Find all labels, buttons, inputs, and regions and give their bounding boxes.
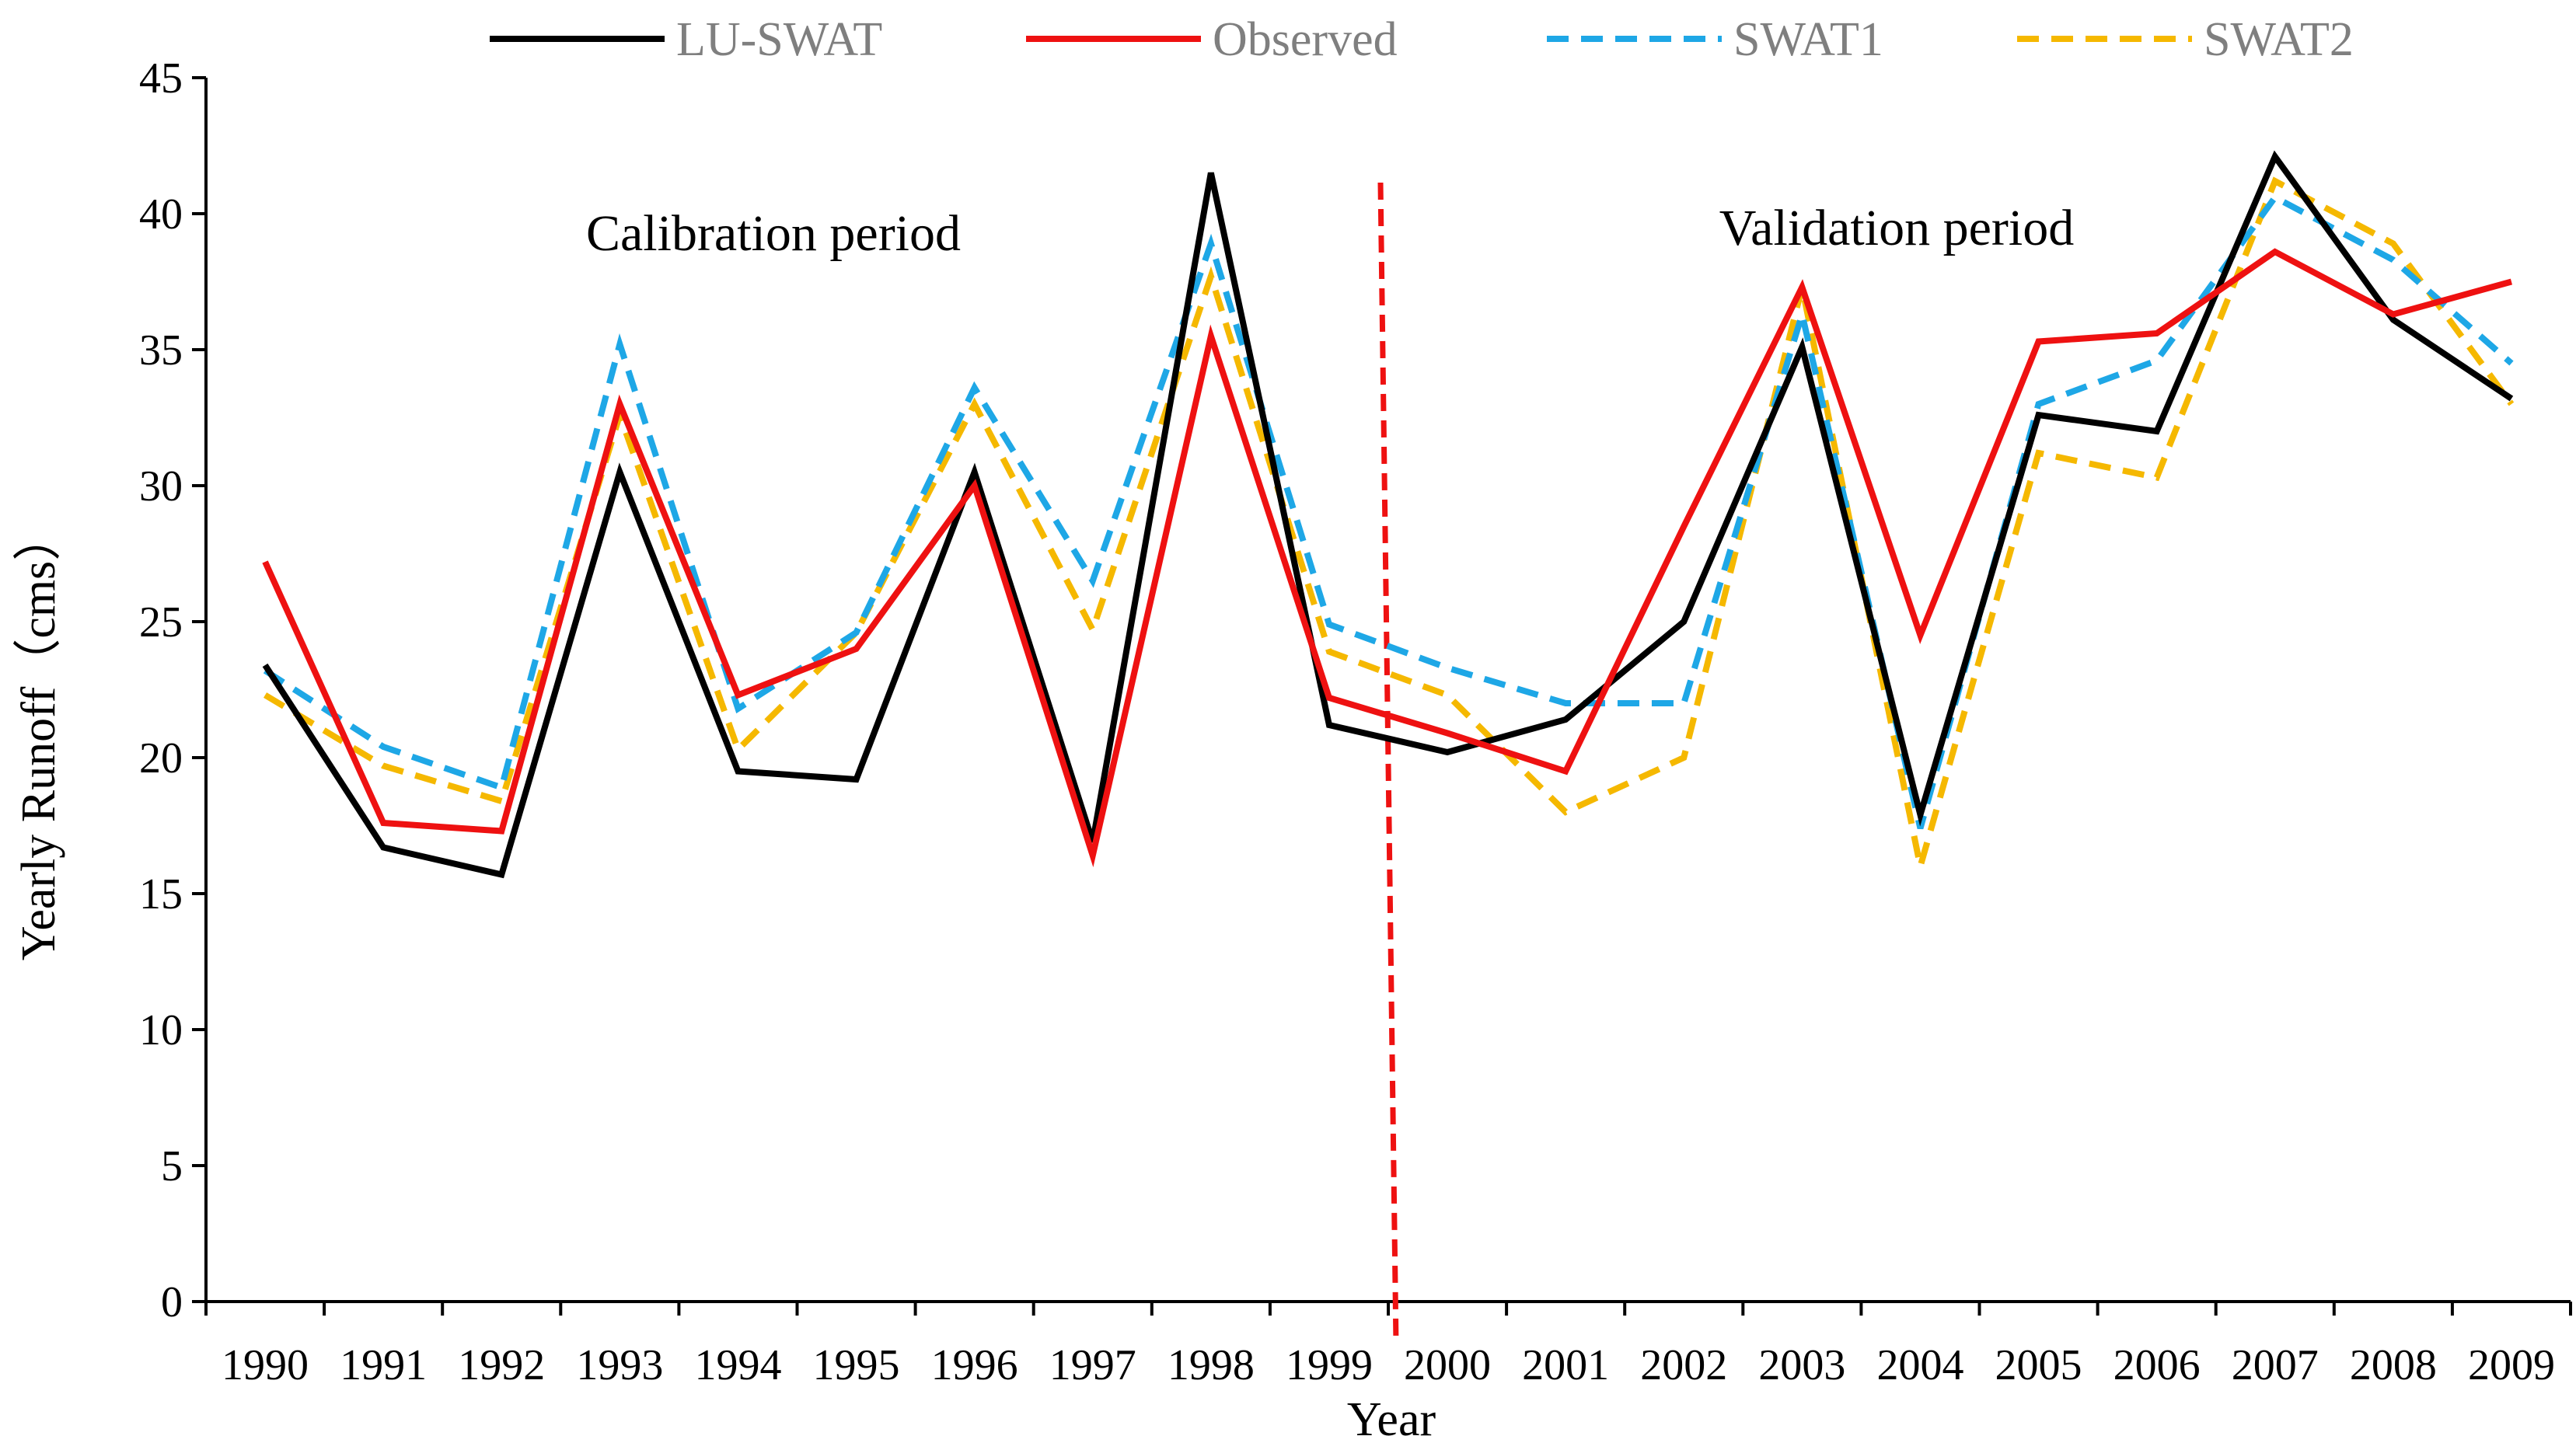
series-line-swat1 — [263, 193, 2514, 830]
series-line-lu-swat — [262, 150, 2514, 879]
x-tick-label-2008: 2008 — [2350, 1341, 2437, 1389]
y-tick-label-40: 40 — [139, 190, 183, 239]
x-tick-label-1991: 1991 — [340, 1341, 427, 1389]
y-tick-label-5: 5 — [161, 1142, 183, 1190]
x-tick-label-2005: 2005 — [1995, 1341, 2082, 1389]
x-tick-label-1996: 1996 — [931, 1341, 1018, 1389]
legend-label-observed: Observed — [1213, 13, 1398, 66]
x-tick-label-1993: 1993 — [576, 1341, 663, 1389]
x-axis-title: Year — [1347, 1393, 1436, 1446]
x-tick-label-1998: 1998 — [1168, 1341, 1255, 1389]
period-divider-layer — [1377, 182, 1399, 1345]
x-tick-label-2002: 2002 — [1640, 1341, 1727, 1389]
legend-label-swat2: SWAT2 — [2204, 13, 2354, 66]
series-layer — [262, 150, 2515, 879]
x-tick-label-2004: 2004 — [1876, 1341, 1963, 1389]
y-tick-label-15: 15 — [139, 870, 183, 918]
y-tick-label-20: 20 — [139, 734, 183, 783]
x-tick-label-2009: 2009 — [2468, 1341, 2555, 1389]
x-tick-label-2003: 2003 — [1758, 1341, 1845, 1389]
x-tick-label-1990: 1990 — [222, 1341, 309, 1389]
x-tick-label-1999: 1999 — [1286, 1341, 1373, 1389]
axes: 0 5 10 15 20 25 30 35 40 45 1990 1991 1992 1993 1994 19… — [139, 54, 2572, 1389]
x-tick-label-2000: 2000 — [1404, 1341, 1491, 1389]
y-tick-label-35: 35 — [139, 326, 183, 375]
y-tick-label-25: 25 — [139, 598, 183, 647]
x-tick-label-1994: 1994 — [694, 1341, 781, 1389]
validation-period-label: Validation period — [1719, 200, 2074, 256]
y-tick-label-45: 45 — [139, 54, 183, 103]
x-tick-label-2007: 2007 — [2232, 1341, 2319, 1389]
legend-label-lu-swat: LU-SWAT — [676, 13, 882, 66]
period-divider-line — [1377, 182, 1399, 1345]
series-line-swat2 — [263, 176, 2515, 868]
legend-label-swat1: SWAT1 — [1733, 13, 1883, 66]
legend: LU-SWAT Observed SWAT1 SWAT2 — [490, 13, 2354, 66]
x-tick-label-2001: 2001 — [1522, 1341, 1609, 1389]
x-tick-label-1997: 1997 — [1049, 1341, 1136, 1389]
series-line-observed — [262, 248, 2513, 868]
y-tick-label-0: 0 — [161, 1278, 183, 1326]
x-tick-label-2006: 2006 — [2114, 1341, 2201, 1389]
calibration-period-label: Calibration period — [586, 205, 961, 262]
y-tick-label-30: 30 — [139, 462, 183, 511]
y-tick-label-10: 10 — [139, 1006, 183, 1054]
y-axis-title: Yearly Runoff（cms） — [12, 513, 65, 960]
x-tick-label-1995: 1995 — [813, 1341, 900, 1389]
x-tick-label-1992: 1992 — [458, 1341, 545, 1389]
